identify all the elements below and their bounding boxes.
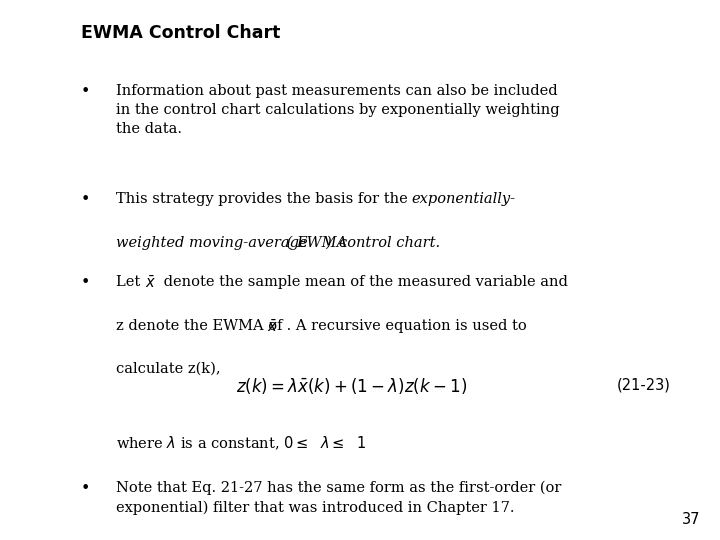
Text: ): ) (325, 236, 336, 250)
Text: EWMA Control Chart: EWMA Control Chart (81, 24, 280, 42)
Text: $\bar{x}$: $\bar{x}$ (267, 319, 279, 335)
Text: This strategy provides the basis for the: This strategy provides the basis for the (116, 192, 413, 206)
Text: $z\left(k\right)=\lambda\bar{x}\left(k\right)+\left(1-\lambda\right)z\left(k-1\r: $z\left(k\right)=\lambda\bar{x}\left(k\r… (236, 376, 467, 396)
Text: Chapter 21: Chapter 21 (22, 209, 41, 331)
Text: $\bar{x}$: $\bar{x}$ (145, 275, 156, 292)
Text: where $\lambda$ is a constant, $0 \leq\ \ \lambda\leq\ \ 1$: where $\lambda$ is a constant, $0 \leq\ … (116, 435, 366, 452)
Text: •: • (81, 192, 90, 207)
Text: •: • (81, 275, 90, 291)
Text: weighted moving-average: weighted moving-average (116, 236, 307, 250)
Text: (21-23): (21-23) (616, 378, 670, 393)
Text: exponentially-: exponentially- (411, 192, 516, 206)
Text: denote the sample mean of the measured variable and: denote the sample mean of the measured v… (159, 275, 568, 289)
Text: •: • (81, 84, 90, 99)
Text: calculate z(k),: calculate z(k), (116, 362, 221, 376)
Text: Information about past measurements can also be included
in the control chart ca: Information about past measurements can … (116, 84, 559, 136)
Text: •: • (81, 481, 90, 496)
Text: control chart.: control chart. (339, 236, 441, 250)
Text: EWMA: EWMA (296, 236, 348, 250)
Text: 37: 37 (682, 511, 701, 526)
Text: z denote the EWMA of: z denote the EWMA of (116, 319, 287, 333)
Text: (: ( (282, 236, 292, 250)
Text: . A recursive equation is used to: . A recursive equation is used to (282, 319, 526, 333)
Text: Note that Eq. 21-27 has the same form as the first-order (or
exponential) filter: Note that Eq. 21-27 has the same form as… (116, 481, 562, 515)
Text: Let: Let (116, 275, 145, 289)
